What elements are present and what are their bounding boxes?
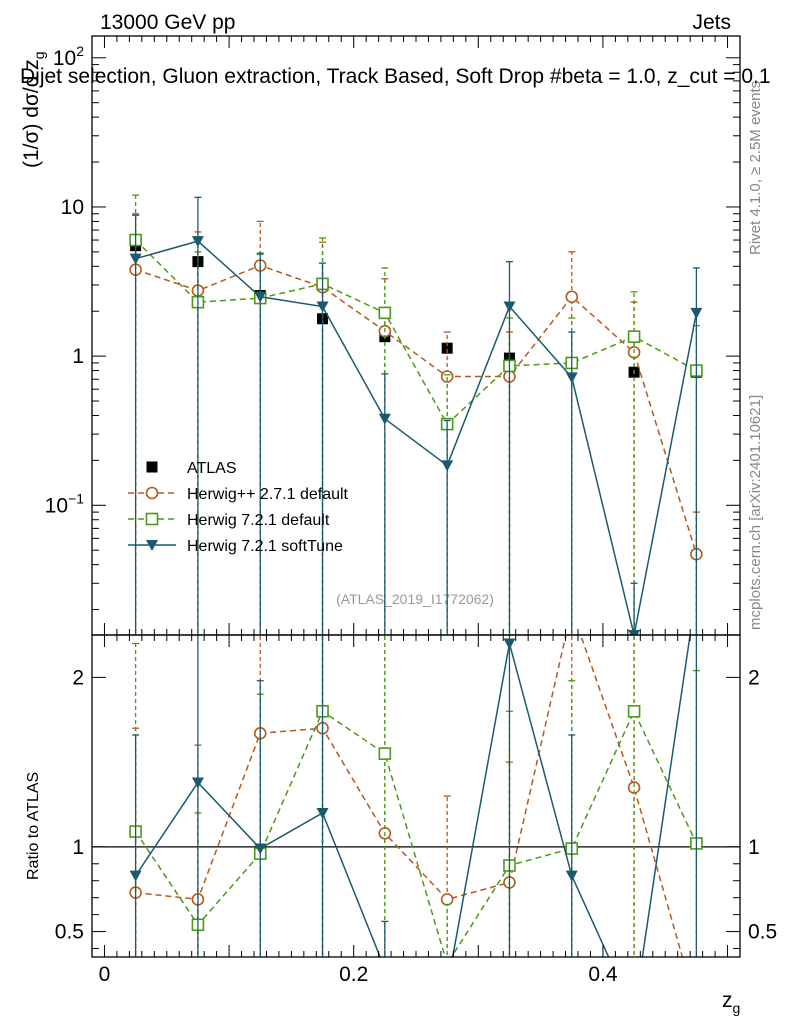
y-tick-label: 1: [72, 836, 84, 859]
series-2: [129, 635, 698, 1019]
series-line: [135, 264, 698, 555]
header-left: 13000 GeV pp: [100, 11, 235, 34]
data-point: [690, 307, 703, 319]
data-point: [254, 843, 267, 855]
y-tick-label: 0.5: [55, 921, 84, 944]
series-line: [135, 240, 698, 635]
y-tick-label-right: 0.5: [748, 921, 777, 944]
legend-label: ATLAS: [187, 460, 237, 477]
data-point: [254, 291, 267, 303]
data-point: [565, 372, 578, 384]
y-tick-label-right: 1: [748, 836, 760, 859]
mcplots-label: mcplots.cern.ch [arXiv:2401.10621]: [747, 395, 764, 630]
series-1: [129, 213, 703, 635]
series-line: [135, 635, 684, 957]
svg-text:zg: zg: [722, 989, 740, 1016]
data-point: [440, 370, 454, 383]
data-point: [316, 807, 329, 819]
series-3: [129, 196, 703, 635]
data-point: [627, 704, 641, 718]
main-panel: 10−1 1 10 102: [45, 35, 741, 636]
rivet-label: Rivet 4.1.0, ≥ 2.5M events: [747, 81, 764, 255]
data-point: [316, 301, 329, 313]
legend-item: Herwig 7.2.1 default: [128, 512, 330, 529]
legend-item: Herwig++ 2.7.1 default: [128, 486, 349, 503]
series-2: [129, 194, 703, 635]
data-point: [441, 460, 454, 472]
data-point: [378, 747, 392, 760]
series-0: [130, 240, 702, 378]
series-0: [129, 635, 702, 1012]
main-ylabel: (1/σ) dσ/d zg: [20, 51, 47, 168]
legend-marker: [145, 486, 159, 500]
data-point: [627, 330, 641, 343]
data-point: [503, 638, 516, 650]
y-tick-label: 10: [61, 196, 84, 219]
legend-item: Herwig 7.2.1 softTune: [128, 538, 343, 555]
plot-title: Dijet selection, Gluon extraction, Track…: [20, 65, 771, 88]
main-panel-plot-area: [129, 194, 703, 635]
legend-label: Herwig 7.2.1 softTune: [187, 538, 343, 555]
data-point: [628, 630, 641, 635]
data-point: [565, 290, 579, 304]
data-point: [440, 893, 454, 906]
legend-label: Herwig++ 2.7.1 default: [187, 486, 349, 503]
series-line: [134, 709, 698, 957]
svg-text:(1/σ) dσ/d zg: (1/σ) dσ/d zg: [20, 51, 47, 168]
data-point: [379, 964, 391, 975]
ratio-panel-plot-area: [92, 635, 740, 1019]
data-point: [442, 958, 453, 969]
legend-label: Herwig 7.2.1 default: [187, 512, 330, 529]
ratio-panel: 0.5 0.5 1 1 2 2 0 0.2 0.4: [55, 634, 777, 1019]
x-tick-label: 0: [99, 963, 111, 986]
series-line: [134, 635, 691, 957]
data-point: [691, 1001, 702, 1012]
data-point: [441, 983, 453, 994]
y-tick-label: 2: [72, 666, 84, 689]
data-point: [628, 1008, 640, 1019]
ratio-ylabel: Ratio to ATLAS: [25, 772, 42, 880]
data-point: [378, 306, 392, 320]
data-point: [191, 777, 204, 789]
header-right: Jets: [692, 11, 731, 34]
legend-marker: [146, 540, 158, 551]
y-tick-label-right: 2: [748, 666, 760, 689]
y-tick-label: 10−1: [45, 490, 85, 517]
analysis-tag: (ATLAS_2019_I1772062): [336, 591, 494, 607]
legend-item: ATLAS: [146, 460, 237, 477]
x-tick-label: 0.2: [339, 963, 368, 986]
y-tick-label: 102: [53, 43, 84, 70]
data-point: [129, 870, 142, 882]
data-point: [503, 301, 516, 313]
data-point: [565, 870, 578, 882]
data-point: [191, 236, 204, 248]
series-1: [129, 635, 703, 969]
series-line: [135, 239, 697, 426]
y-tick-label: 1: [72, 345, 84, 368]
legend-marker: [146, 461, 158, 473]
data-point: [378, 413, 391, 425]
x-tick-label: 0.4: [588, 963, 618, 986]
data-point: [441, 342, 453, 354]
ratio-xlabel: zg: [722, 989, 740, 1016]
data-point: [129, 253, 142, 265]
legend-marker: [145, 512, 159, 526]
legend: ATLAS Herwig++ 2.7.1 default Herwig 7.2.1 …: [128, 460, 349, 555]
